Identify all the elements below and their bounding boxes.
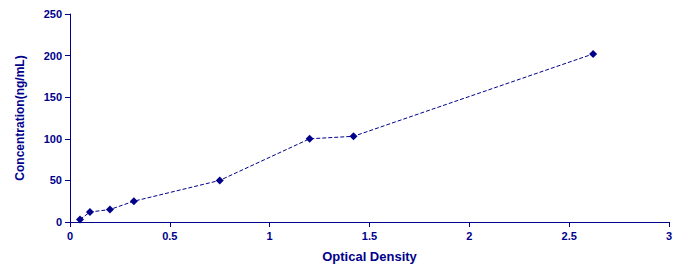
svg-text:0.5: 0.5	[162, 230, 177, 242]
svg-text:3: 3	[666, 230, 672, 242]
svg-text:200: 200	[44, 50, 62, 62]
svg-text:50: 50	[50, 174, 62, 186]
svg-text:100: 100	[44, 133, 62, 145]
svg-text:0: 0	[67, 230, 73, 242]
svg-text:1.5: 1.5	[362, 230, 377, 242]
svg-text:1: 1	[267, 230, 273, 242]
svg-text:150: 150	[44, 91, 62, 103]
svg-text:2: 2	[466, 230, 472, 242]
svg-text:2.5: 2.5	[562, 230, 577, 242]
svg-text:Concentration(ng/mL): Concentration(ng/mL)	[13, 55, 27, 180]
svg-text:Optical Density: Optical Density	[322, 249, 417, 264]
svg-text:0: 0	[56, 216, 62, 228]
svg-text:250: 250	[44, 8, 62, 20]
